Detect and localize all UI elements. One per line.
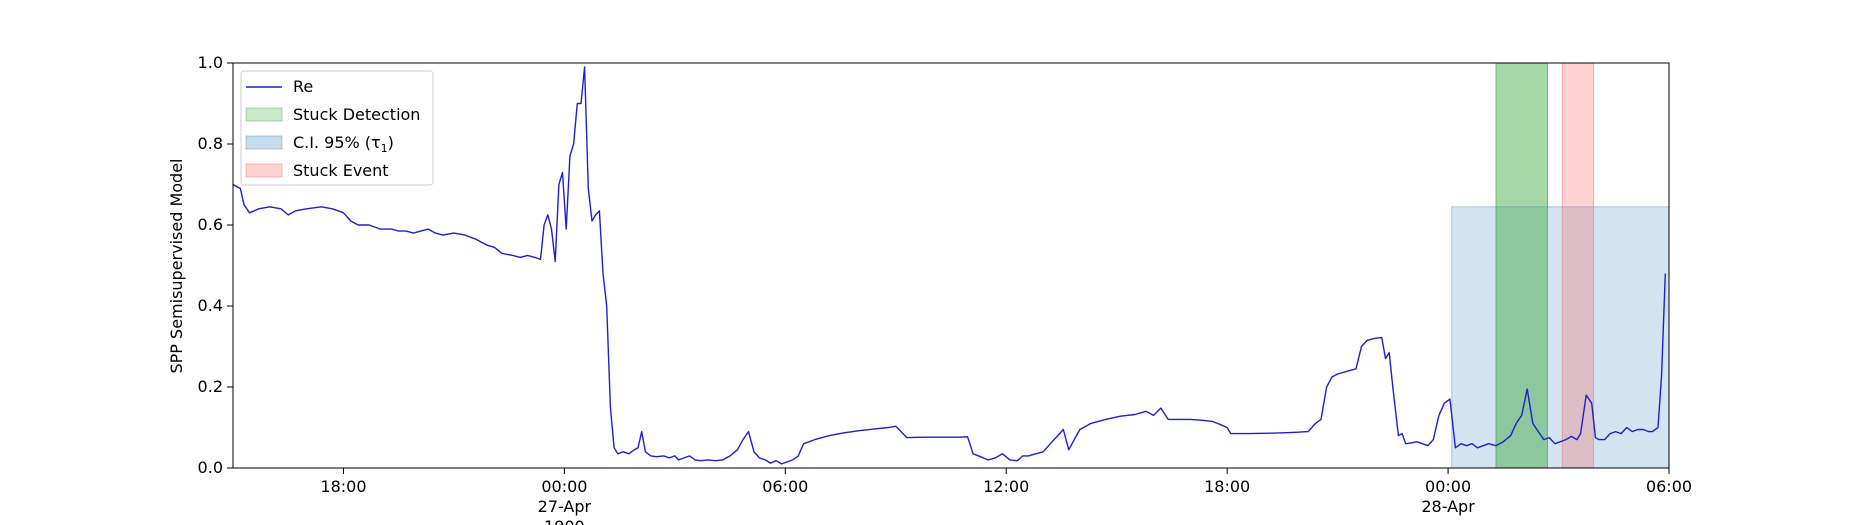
region-c-i-95-1 [1451,206,1670,469]
x-tick-date-label: 27-Apr [538,497,592,516]
legend-patch-swatch [245,163,283,178]
legend-label: Stuck Event [293,161,389,180]
region-stuck-detection [1495,62,1548,469]
legend-label: Stuck Detection [293,105,420,124]
y-axis-label: SPP Semisupervised Model [167,159,186,374]
legend-patch-swatch [245,135,283,150]
x-tick-year-label: 1900 [544,517,585,525]
y-tick-label: 0.2 [198,377,223,396]
shaded-regions [1451,62,1670,469]
x-tick-label: 18:00 [1204,477,1250,496]
legend-box [240,70,434,186]
x-tick-label: 00:00 [1425,477,1471,496]
y-tick-label: 0.0 [198,458,223,477]
x-tick-label: 12:00 [983,477,1029,496]
y-tick-label: 0.4 [198,296,223,315]
x-tick-date-label: 28-Apr [1421,497,1475,516]
y-axis: 0.0 0.2 0.4 0.6 0.8 1.0 [198,53,233,477]
x-tick-label: 06:00 [762,477,808,496]
region-stuck-event [1561,62,1595,469]
x-tick-label: 06:00 [1646,477,1692,496]
legend-patch-swatch [245,107,283,122]
x-tick-label: 00:00 [541,477,587,496]
plot-frame [232,62,1670,469]
series-line-re [232,66,1666,465]
legend-label: Re [293,77,313,96]
y-tick-label: 1.0 [198,53,223,72]
legend: Re Stuck Detection C.I. 95% (τ1) Stuck Even… [240,70,434,186]
series-group [232,66,1666,465]
x-axis: 18:0000:0027-Apr190006:0012:0018:0000:00… [320,468,1692,525]
y-tick-label: 0.8 [198,134,223,153]
y-tick-label: 0.6 [198,215,223,234]
legend-label: C.I. 95% (τ1) [293,133,394,155]
x-tick-label: 18:00 [320,477,366,496]
